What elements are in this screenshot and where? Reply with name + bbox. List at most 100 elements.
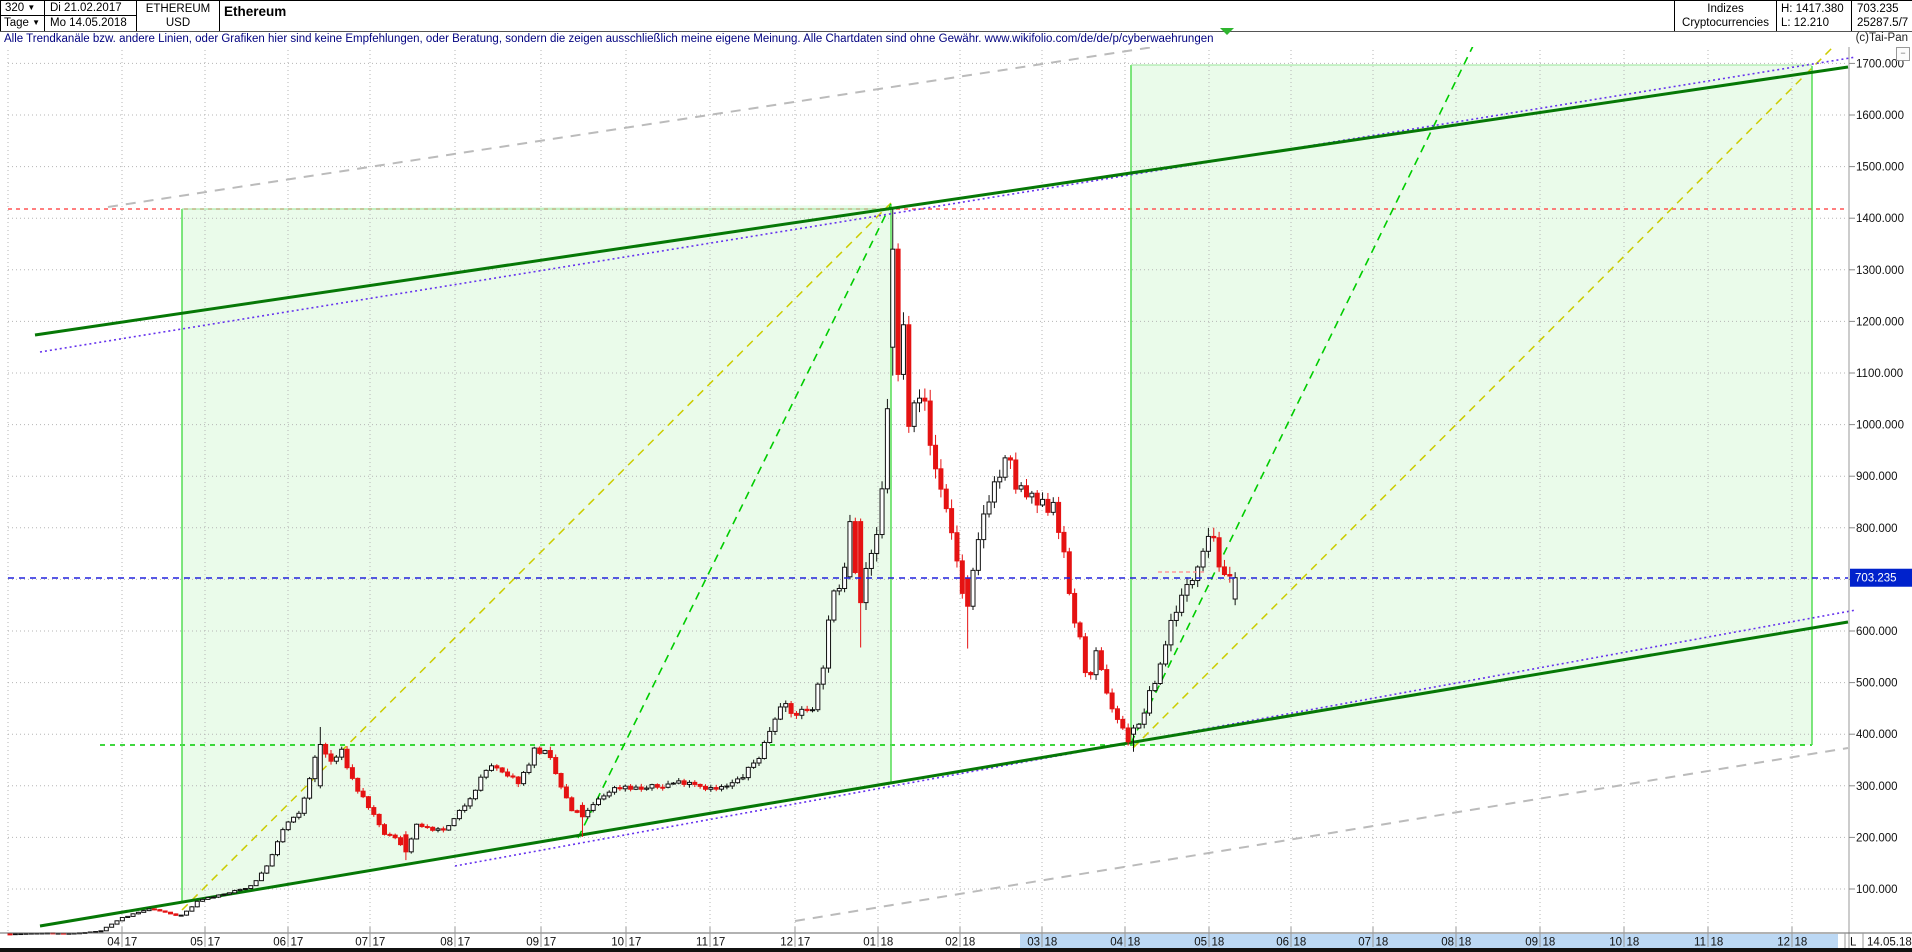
x-tick-year: 18 [1128,937,1141,949]
candle [884,408,890,490]
period-high-label: H: 1417.380 [1781,3,1844,15]
candle [1114,708,1120,720]
candle [799,708,805,716]
candle [323,744,329,755]
candle [654,784,660,788]
candle [489,765,494,771]
candle [301,797,307,814]
y-tick-label: 600.000 [1856,626,1898,638]
x-tick-month: 01 [863,937,876,949]
candle [1040,498,1046,506]
candle [307,778,313,799]
trend-channel-region-2018 [1131,65,1812,745]
candle [12,933,18,936]
candle [1077,622,1083,638]
disclaimer-text: Alle Trendkanäle bzw. andere Linien, ode… [4,33,1214,45]
chart-header: 320 ▼ Tage ▼ Di 21.02.2017 Mo 14.05.2018… [0,0,1912,47]
y-tick-label: 1500.000 [1856,162,1904,174]
candle [542,750,548,754]
candle [125,915,131,918]
timeframe-dropdown[interactable]: Tage ▼ [0,16,45,31]
candle [478,776,484,791]
x-axis-highlight-range [1020,934,1838,949]
candle [258,872,264,882]
candle [141,910,147,913]
candle [601,795,607,800]
x-tick-month: 08 [440,937,453,949]
candle [692,781,698,785]
window-bottom-bar [0,948,1912,952]
candle [103,926,109,932]
end-date-label: 14.05.18 [1867,937,1912,949]
candle [162,910,168,913]
candle [135,911,141,915]
candle [7,933,13,936]
candle [456,809,462,820]
candle [751,762,757,768]
candle [740,777,746,780]
chart-end-date: Mo 14.05.2018 [45,16,137,31]
candle [414,823,420,840]
candle [911,402,917,427]
x-tick-month: 11 [1694,937,1706,949]
candle [767,730,773,743]
candle [558,773,564,788]
candle [1232,577,1238,600]
candle [612,787,618,793]
candle [1125,727,1131,743]
candle [194,900,200,908]
candle [1029,492,1035,498]
candle [1147,690,1153,714]
chart-start-date: Di 21.02.2017 [45,1,137,16]
candle [922,397,928,402]
candle [483,769,489,778]
x-tick-month: 02 [945,937,958,949]
candle [1093,650,1099,676]
candle [537,747,543,754]
candle [205,897,211,900]
candle [628,785,634,790]
candle [269,854,275,867]
candle [1098,650,1104,671]
candle [178,914,184,917]
candle [777,706,783,720]
candle [1120,718,1126,729]
y-tick-label: 1000.000 [1856,420,1904,432]
candle [569,797,575,812]
candle [665,783,671,788]
candle [724,785,730,788]
candle [1184,584,1190,596]
candle [499,767,505,773]
candle [900,324,906,375]
candle [408,838,414,853]
candle [617,787,623,790]
candle [109,923,115,928]
candle [312,756,318,780]
candle [676,780,682,784]
chevron-down-icon: ▼ [27,3,36,12]
candle [585,809,591,818]
x-tick-month: 12 [1777,937,1790,949]
candle [756,757,762,764]
end-label-prefix: L [1850,937,1857,949]
x-tick-year: 17 [629,937,642,949]
candle [579,804,585,818]
y-tick-label: 200.000 [1856,832,1898,844]
candle [98,930,104,933]
candle [93,931,99,934]
candle [221,893,227,896]
candle [216,894,222,898]
collapse-button[interactable]: − [1896,47,1910,61]
period-dropdown[interactable]: 320 ▼ [0,1,45,16]
candle [173,913,179,916]
candle [387,833,393,836]
candle [168,911,173,915]
candle [1168,619,1174,646]
candle [820,667,826,685]
candle [1072,592,1078,624]
candle [398,837,404,846]
green-fan-2017 [577,203,892,839]
candle [670,782,676,785]
candle [317,744,323,787]
